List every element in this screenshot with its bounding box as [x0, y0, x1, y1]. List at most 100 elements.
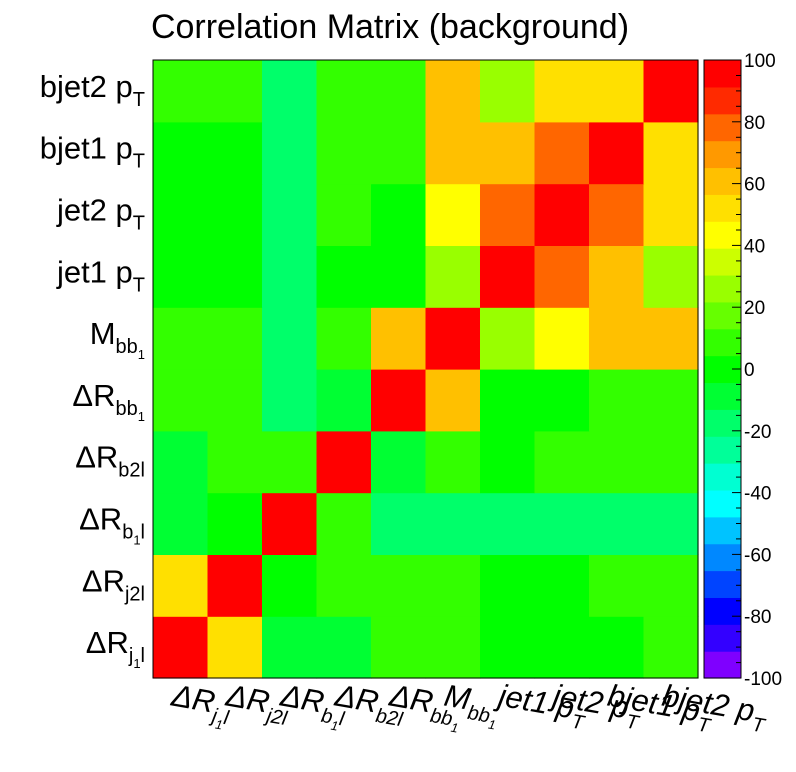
heatmap-cell [425, 121, 481, 185]
y-tick-label: ΔRj2l [82, 563, 145, 605]
color-scale-tick-label: 0 [744, 360, 755, 381]
color-scale-band [704, 301, 741, 330]
heatmap-cell [425, 307, 481, 370]
heatmap-cell [153, 616, 209, 679]
heatmap-cell [371, 183, 427, 246]
heatmap-cell [153, 554, 209, 617]
color-scale-band [704, 489, 741, 518]
heatmap-cell [589, 616, 645, 679]
heatmap-cell [534, 245, 590, 308]
color-scale-band [704, 274, 741, 303]
x-tick-label: ΔRbb1 [384, 678, 465, 736]
heatmap-cell [534, 492, 590, 555]
heatmap-cell [207, 245, 263, 308]
heatmap-cell [643, 492, 699, 555]
heatmap-cell [589, 492, 645, 555]
heatmap-cell [534, 616, 590, 679]
color-scale-tick-label: -60 [744, 545, 771, 566]
heatmap-cell [643, 245, 699, 308]
chart-title: Correlation Matrix (background) [151, 8, 629, 46]
x-tick-label: ΔRj1l [166, 678, 234, 734]
heatmap-cell [153, 492, 209, 555]
heatmap-cell [153, 369, 209, 432]
y-tick-label: Mbb1 [90, 316, 145, 362]
heatmap-cell [589, 245, 645, 308]
heatmap-cell [371, 430, 427, 494]
heatmap-cell [643, 307, 699, 370]
heatmap-cell [371, 616, 427, 679]
x-tick-label: ΔRb2l [330, 678, 408, 732]
heatmap-cell [534, 307, 590, 370]
heatmap-cell [371, 369, 427, 432]
y-tick-label: bjet1 pT [40, 131, 145, 173]
color-scale: 100 80 60 40 20 0 -20 -40 -60 -80 -100 [703, 51, 782, 690]
heatmap-cell [480, 492, 536, 555]
heatmap-cell [262, 492, 318, 555]
heatmap-cell [425, 430, 481, 494]
heatmap-cell [262, 245, 318, 308]
y-tick-label: ΔRb1l [79, 502, 145, 548]
color-scale-band [704, 86, 741, 115]
color-scale-band [704, 409, 741, 437]
y-tick-label: bjet2 pT [40, 69, 145, 111]
x-tick-label-group: ΔRb2l [330, 678, 408, 732]
heatmap-cell [534, 430, 590, 494]
color-scale-band [704, 543, 741, 572]
x-tick-label: ΔRj2l [221, 678, 292, 731]
x-tick-label-group: Mbb1 [440, 678, 502, 733]
heatmap-cell [425, 492, 481, 555]
color-scale-tick-label: 60 [744, 175, 765, 196]
heatmap-cell [425, 554, 481, 617]
heatmap-cell [262, 60, 318, 123]
heatmap-cell [589, 183, 645, 246]
heatmap-cells [153, 60, 699, 679]
heatmap-cell [643, 60, 699, 123]
heatmap-cell [207, 430, 263, 494]
y-axis-labels: ΔRj1l ΔRj2l ΔRb1l ΔRb2l ΔRbb1 Mbb1 jet1 pT jet2… [40, 69, 145, 671]
heatmap-cell [534, 121, 590, 185]
x-tick-label: Mbb1 [440, 678, 502, 733]
heatmap-cell [316, 121, 372, 185]
heatmap-cell [262, 616, 318, 679]
heatmap-cell [316, 616, 372, 679]
color-scale-band [704, 597, 741, 625]
heatmap-cell [480, 369, 536, 432]
color-scale-band [704, 651, 741, 679]
heatmap-cell [316, 183, 372, 246]
heatmap-cell [534, 554, 590, 617]
heatmap-cell [207, 554, 263, 617]
color-scale-band [704, 140, 741, 169]
heatmap-cell [207, 183, 263, 246]
heatmap-cell [643, 430, 699, 494]
heatmap-cell [534, 60, 590, 123]
heatmap-cell [480, 183, 536, 246]
heatmap-cell [425, 183, 481, 246]
heatmap-cell [316, 554, 372, 617]
heatmap-cell [480, 554, 536, 617]
heatmap-cell [480, 121, 536, 185]
heatmap-cell [643, 183, 699, 246]
heatmap-cell [589, 121, 645, 185]
y-tick-label: ΔRb2l [75, 440, 145, 482]
heatmap-cell [480, 307, 536, 370]
heatmap-cell [643, 616, 699, 679]
heatmap-cell [207, 369, 263, 432]
color-scale-tick-label: 40 [744, 236, 765, 257]
heatmap-cell [207, 307, 263, 370]
x-tick-label-group: ΔRj2l [221, 678, 292, 731]
color-scale-band [704, 328, 741, 357]
heatmap-cell [371, 307, 427, 370]
heatmap-cell [589, 60, 645, 123]
heatmap-cell [316, 430, 372, 494]
color-scale-tick-label: -80 [744, 607, 771, 628]
heatmap-cell [589, 430, 645, 494]
heatmap-cell [425, 245, 481, 308]
heatmap-cell [371, 245, 427, 308]
heatmap-cell [207, 616, 263, 679]
color-scale-band [704, 60, 741, 88]
color-scale-band [704, 248, 741, 276]
heatmap-cell [371, 492, 427, 555]
heatmap-cell [153, 183, 209, 246]
x-tick-label-group: ΔRj1l [166, 678, 234, 734]
